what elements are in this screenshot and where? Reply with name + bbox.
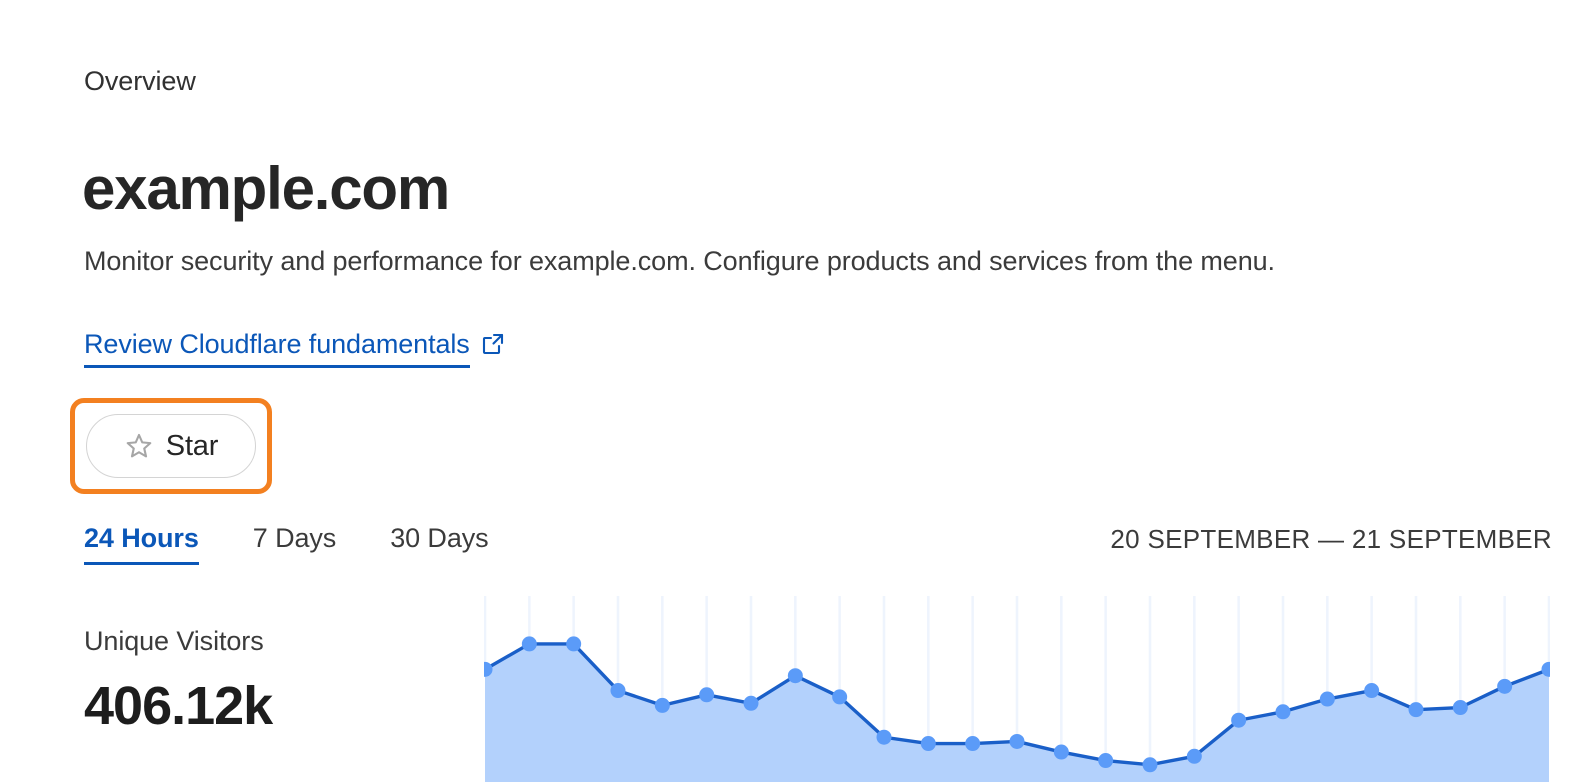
unique-visitors-chart[interactable] <box>484 596 1550 782</box>
page-description: Monitor security and performance for exa… <box>84 246 1275 276</box>
star-button[interactable]: Star <box>86 414 256 478</box>
chart-data-point <box>521 636 537 652</box>
chart-data-point <box>1497 678 1513 694</box>
tab-30-days[interactable]: 30 Days <box>390 523 489 553</box>
chart-svg <box>484 596 1550 782</box>
chart-data-point <box>1541 661 1550 677</box>
page-title: example.com <box>82 155 450 223</box>
chart-data-point <box>566 636 582 652</box>
chart-data-points <box>484 636 1550 773</box>
tab-7-days[interactable]: 7 Days <box>252 523 337 553</box>
chart-data-point <box>1142 757 1158 773</box>
breadcrumb-overview: Overview <box>84 66 196 96</box>
tab-24-hours[interactable]: 24 Hours <box>84 520 199 565</box>
review-cloudflare-fundamentals-link[interactable]: Review Cloudflare fundamentals <box>84 326 470 368</box>
chart-data-point <box>654 697 670 713</box>
unique-visitors-value: 406.12k <box>84 676 273 736</box>
chart-area-fill <box>485 643 1549 782</box>
chart-data-point <box>1231 712 1247 728</box>
external-link-icon <box>481 332 505 356</box>
chart-data-point <box>1408 702 1424 718</box>
chart-data-point <box>787 668 803 684</box>
chart-data-point <box>1275 704 1291 720</box>
date-range-label: 20 SEPTEMBER — 21 SEPTEMBER <box>1110 524 1552 554</box>
fundamentals-link-group[interactable]: Review Cloudflare fundamentals <box>84 326 505 368</box>
unique-visitors-label: Unique Visitors <box>84 626 264 656</box>
chart-data-point <box>965 736 981 752</box>
chart-data-point <box>920 736 936 752</box>
chart-data-point <box>743 695 759 711</box>
chart-data-point <box>610 683 626 699</box>
star-button-label: Star <box>165 430 219 462</box>
chart-data-point <box>1364 683 1380 699</box>
chart-data-point <box>699 687 715 703</box>
chart-data-point <box>484 661 493 677</box>
chart-data-point <box>1009 733 1025 749</box>
chart-data-point <box>1098 753 1114 769</box>
chart-gridlines <box>484 596 1550 765</box>
star-outline-icon <box>124 431 154 461</box>
chart-data-point <box>1053 744 1069 760</box>
time-range-tabs[interactable]: 24 Hours 7 Days 30 Days <box>84 520 543 565</box>
chart-data-point <box>832 689 848 705</box>
chart-data-point <box>1452 700 1468 716</box>
chart-data-point <box>876 729 892 745</box>
chart-data-point <box>1186 748 1202 764</box>
chart-data-point <box>1319 691 1335 707</box>
